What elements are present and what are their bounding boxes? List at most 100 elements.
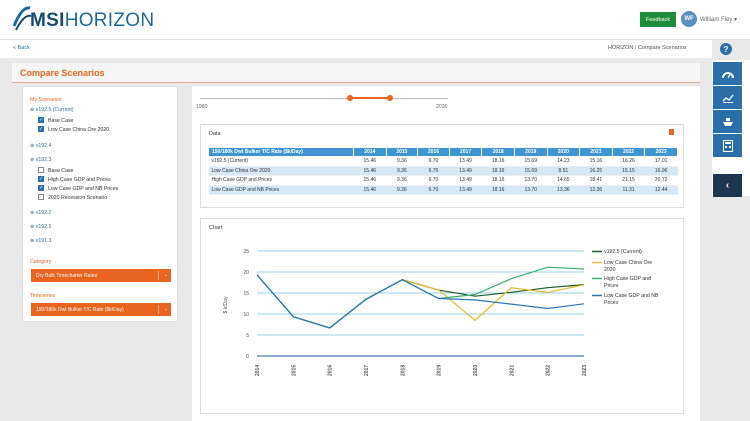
ship-icon bbox=[722, 117, 733, 126]
checkbox-low-case-gdp[interactable] bbox=[38, 185, 44, 191]
table-row: Low Case GDP and NB Prices 15.46 9.36 6.70 1… bbox=[208, 185, 678, 195]
user-menu[interactable]: William Fley ▾ bbox=[700, 16, 737, 23]
ship-button[interactable] bbox=[713, 110, 742, 133]
year-slider-track[interactable] bbox=[200, 98, 448, 99]
table-cell: 6.70 bbox=[417, 185, 450, 195]
calculator-button[interactable] bbox=[713, 134, 742, 157]
back-link[interactable]: « Back bbox=[13, 45, 30, 51]
table-header-cell: 2014 bbox=[353, 147, 387, 157]
x-tick-label: 2020 bbox=[473, 365, 479, 376]
export-pdf-icon[interactable] bbox=[669, 129, 674, 135]
scenario-group-v191-3[interactable]: v191.3 bbox=[30, 238, 52, 244]
data-table: 150/180k Dwt Bulker T/C Rate ($k/Day) 20… bbox=[208, 147, 678, 195]
table-header-cell: 2021 bbox=[579, 147, 613, 157]
table-cell: 15.46 bbox=[353, 185, 387, 195]
table-header-cell: 2018 bbox=[481, 147, 515, 157]
table-header-row: 150/180k Dwt Bulker T/C Rate ($k/Day) 20… bbox=[208, 147, 678, 157]
table-cell: 11.31 bbox=[612, 185, 645, 195]
category-select[interactable]: Dry Bulk Timecharter Rates ⌄ bbox=[31, 269, 171, 282]
table-cell: 14.23 bbox=[547, 156, 580, 167]
category-label: Category bbox=[30, 259, 52, 265]
table-cell: 18.16 bbox=[481, 175, 515, 186]
table-header-cell: 2023 bbox=[644, 147, 678, 157]
checkbox-low-case-china-ore[interactable] bbox=[38, 126, 44, 132]
table-cell: 15.69 bbox=[514, 156, 548, 167]
table-cell: 13.36 bbox=[547, 185, 580, 195]
table-cell: High Case GDP and Prices bbox=[208, 175, 354, 186]
scenario-item-label: Low Case China Ore 2020 bbox=[48, 127, 110, 133]
help-icon[interactable]: ? bbox=[720, 43, 732, 55]
y-tick-label: 5 bbox=[246, 333, 249, 339]
slider-min-label: 1980 bbox=[196, 104, 208, 110]
checkbox-2020-recession[interactable] bbox=[38, 194, 44, 200]
table-cell: v192.5 (Current) bbox=[208, 156, 354, 167]
chart-title: Chart bbox=[209, 225, 223, 231]
table-cell: 9.36 bbox=[386, 166, 418, 176]
series-line bbox=[256, 274, 585, 329]
scenario-group-v192-2[interactable]: v192.2 bbox=[30, 210, 52, 216]
feedback-button[interactable]: Feedback bbox=[640, 12, 676, 27]
table-header-cell: 2017 bbox=[448, 147, 483, 157]
table-header-cell: 2015 bbox=[385, 147, 419, 157]
year-slider-end-handle[interactable] bbox=[387, 95, 393, 101]
table-cell: Low Case China Ore 2020 bbox=[208, 166, 354, 176]
legend-label: v192.5 (Current) bbox=[604, 249, 642, 255]
table-cell: 16.25 bbox=[579, 166, 613, 176]
chart-card: Chart 0 5 10 15 20 25 $ k/Day 2014 2015 2016 2017 2… bbox=[200, 218, 684, 414]
table-cell: 18.41 bbox=[579, 175, 613, 186]
year-slider-start-handle[interactable] bbox=[347, 95, 353, 101]
table-cell: 15.46 bbox=[353, 156, 387, 167]
user-avatar[interactable]: WF bbox=[681, 11, 697, 27]
y-tick-label: 15 bbox=[243, 291, 249, 297]
dashboard-icon bbox=[721, 71, 734, 78]
scenario-item-label: Base Case bbox=[48, 118, 74, 124]
checkbox-high-case-gdp[interactable] bbox=[38, 176, 44, 182]
y-tick-label: 25 bbox=[243, 249, 249, 255]
table-cell: 20.72 bbox=[644, 175, 678, 186]
checkbox-base-case-v1923[interactable] bbox=[38, 167, 44, 173]
series-line bbox=[256, 266, 585, 329]
logo-text: MSIHORIZON bbox=[30, 10, 155, 31]
timeseries-select[interactable]: 150/180k Dwt Bulker T/C Rate ($k/Day) ⌄ bbox=[31, 303, 171, 316]
table-header-cell: 2020 bbox=[546, 147, 581, 157]
scenario-group-v192-3[interactable]: v192.3 bbox=[30, 157, 52, 163]
x-tick-label: 2018 bbox=[400, 365, 406, 376]
table-cell: Low Case GDP and NB Prices bbox=[208, 185, 354, 195]
collapse-sidebar-button[interactable]: ‹ bbox=[713, 174, 742, 197]
legend-label: Low Case China Ore 2020 bbox=[604, 260, 652, 273]
table-cell: 15.46 bbox=[353, 166, 387, 176]
table-cell: 13.70 bbox=[514, 175, 548, 186]
back-arrow-icon: « bbox=[13, 45, 17, 51]
table-row: High Case GDP and Prices 15.46 9.36 6.70 13.… bbox=[208, 175, 678, 186]
scenario-group-v192-1[interactable]: v192.1 bbox=[30, 224, 52, 230]
scenario-panel: My Scenarios v192.5 (Current) Base Case … bbox=[22, 86, 178, 322]
line-chart-icon bbox=[722, 94, 734, 103]
msi-horizon-logo[interactable]: MSIHORIZON bbox=[12, 6, 154, 34]
table-cell: 18.16 bbox=[481, 185, 515, 195]
table-header-cell: 2022 bbox=[611, 147, 646, 157]
y-tick-label: 20 bbox=[243, 270, 249, 276]
table-cell: 6.70 bbox=[417, 166, 450, 176]
dashboard-button[interactable] bbox=[713, 62, 742, 85]
table-header-cell: 150/180k Dwt Bulker T/C Rate ($k/Day) bbox=[208, 147, 354, 157]
chart-button[interactable] bbox=[713, 86, 742, 109]
scenario-group-v192-5[interactable]: v192.5 (Current) bbox=[30, 107, 74, 113]
slider-max-label: 2030 bbox=[436, 104, 448, 110]
chevron-down-icon: ⌄ bbox=[163, 272, 168, 278]
data-title: Data bbox=[209, 131, 221, 137]
page-title: Compare Scenarios bbox=[20, 68, 105, 78]
page-header: Compare Scenarios bbox=[12, 63, 700, 83]
timeseries-value: 150/180k Dwt Bulker T/C Rate ($k/Day) bbox=[36, 307, 124, 313]
chevron-left-icon: ‹ bbox=[725, 180, 730, 191]
scenario-group-v192-4[interactable]: v192.4 bbox=[30, 143, 52, 149]
timeseries-label: Timeseries bbox=[30, 293, 56, 299]
series-line bbox=[256, 274, 585, 329]
table-header-cell: 2019 bbox=[513, 147, 548, 157]
x-tick-label: 2014 bbox=[255, 365, 261, 376]
table-row: v192.5 (Current) 15.46 9.36 6.70 13.49 18.16 1… bbox=[208, 156, 678, 167]
checkbox-base-case-v1925[interactable] bbox=[38, 117, 44, 123]
x-tick-label: 2017 bbox=[364, 365, 370, 376]
user-name: William Fley bbox=[700, 17, 733, 23]
table-cell: 8.51 bbox=[547, 166, 580, 176]
back-label: Back bbox=[17, 45, 30, 51]
